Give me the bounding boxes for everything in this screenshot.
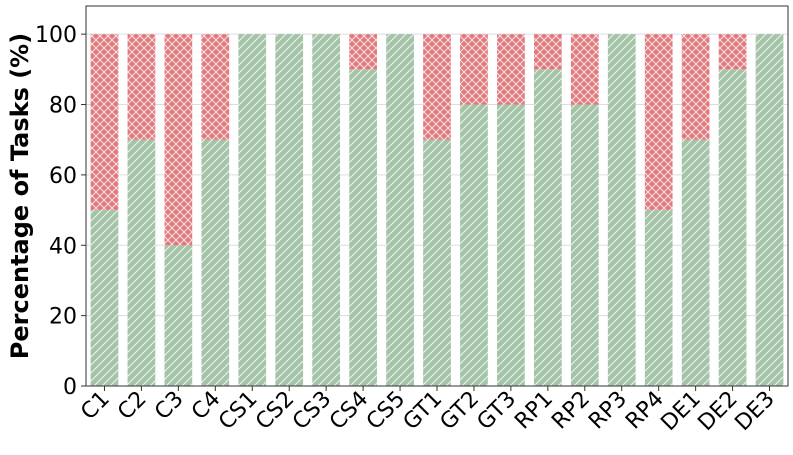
x-tick-label: GT2 [436, 387, 485, 436]
bar-hatch [497, 104, 525, 386]
bar-hatch [164, 34, 193, 246]
bar-hatch [644, 210, 673, 386]
x-tick-label: DE2 [693, 387, 742, 436]
y-tick-label: 40 [49, 234, 77, 259]
bar-hatch [127, 34, 156, 140]
x-tick-label: C2 [113, 387, 151, 425]
x-tick-label: GT1 [399, 387, 448, 436]
bar-hatch [349, 34, 377, 70]
x-tick-label: CS3 [288, 387, 336, 435]
bar-hatch [312, 34, 341, 387]
bar-hatch [90, 34, 119, 211]
x-tick-label: CS5 [362, 387, 410, 435]
x-tick-label: DE1 [656, 387, 705, 436]
bar-hatch [718, 34, 747, 70]
bar-hatch [349, 69, 377, 386]
bar-hatch [201, 34, 230, 140]
bar-hatch [90, 210, 119, 386]
x-tick-label: CS4 [325, 387, 373, 435]
y-tick-label: 20 [49, 305, 77, 330]
x-tick-label: C1 [76, 387, 114, 425]
y-tick-label: 60 [49, 164, 77, 189]
bar-hatch [386, 34, 414, 387]
bar-hatch [127, 139, 156, 386]
bar-hatch [681, 34, 710, 140]
bar-hatch [423, 34, 451, 140]
x-tick-label: DE3 [730, 387, 779, 436]
bar-hatch [755, 34, 784, 387]
bar-hatch [533, 69, 562, 386]
bar-hatch [607, 34, 636, 387]
bar-hatch [497, 34, 525, 105]
x-tick-label: RP2 [547, 387, 595, 435]
bar-hatch [460, 104, 488, 386]
bar-hatch [718, 69, 747, 386]
bar-hatch [644, 34, 673, 211]
bar-hatch [681, 139, 710, 386]
bar-hatch [164, 245, 193, 386]
bar-hatch [275, 34, 304, 387]
x-tick-label: GT3 [473, 387, 522, 436]
bar-hatch [201, 139, 230, 386]
y-tick-label: 100 [35, 23, 77, 48]
bar-hatch [570, 104, 599, 386]
bar-hatch [570, 34, 599, 105]
bar-hatch [423, 139, 451, 386]
bar-hatch [533, 34, 562, 70]
x-tick-label: CS2 [251, 387, 299, 435]
x-tick-label: RP4 [621, 387, 669, 435]
x-tick-label: CS1 [214, 387, 262, 435]
y-tick-label: 80 [49, 94, 77, 119]
bar-hatch [460, 34, 488, 105]
bar-hatch [238, 34, 267, 387]
y-axis-label: Percentage of Tasks (%) [6, 33, 34, 359]
x-tick-label: RP3 [584, 387, 632, 435]
y-tick-label: 0 [63, 375, 77, 400]
x-tick-label: RP1 [510, 387, 558, 435]
x-tick-label: C3 [150, 387, 188, 425]
